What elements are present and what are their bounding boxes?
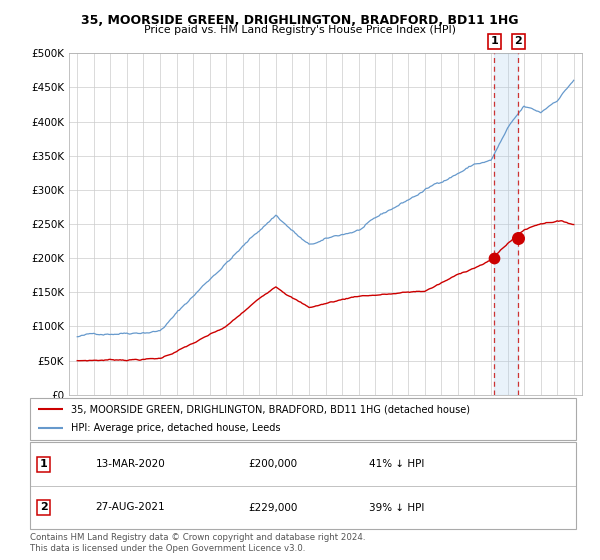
Text: 2: 2 (40, 502, 47, 512)
Text: HPI: Average price, detached house, Leeds: HPI: Average price, detached house, Leed… (71, 423, 280, 433)
Text: 35, MOORSIDE GREEN, DRIGHLINGTON, BRADFORD, BD11 1HG (detached house): 35, MOORSIDE GREEN, DRIGHLINGTON, BRADFO… (71, 404, 470, 414)
Text: 1: 1 (490, 36, 498, 46)
Bar (494, 53, 518, 395)
Text: 39% ↓ HPI: 39% ↓ HPI (368, 502, 424, 512)
Text: 2: 2 (514, 36, 522, 46)
Point (490, 254, 499, 263)
Text: 27-AUG-2021: 27-AUG-2021 (95, 502, 165, 512)
Text: 41% ↓ HPI: 41% ↓ HPI (368, 459, 424, 469)
Text: 35, MOORSIDE GREEN, DRIGHLINGTON, BRADFORD, BD11 1HG: 35, MOORSIDE GREEN, DRIGHLINGTON, BRADFO… (81, 14, 519, 27)
Text: 1: 1 (40, 459, 47, 469)
FancyBboxPatch shape (30, 442, 576, 529)
FancyBboxPatch shape (30, 398, 576, 440)
Text: 13-MAR-2020: 13-MAR-2020 (95, 459, 165, 469)
Point (514, 234, 523, 243)
Text: £200,000: £200,000 (248, 459, 298, 469)
Text: Price paid vs. HM Land Registry's House Price Index (HPI): Price paid vs. HM Land Registry's House … (144, 25, 456, 35)
Text: Contains HM Land Registry data © Crown copyright and database right 2024.
This d: Contains HM Land Registry data © Crown c… (30, 533, 365, 553)
Text: £229,000: £229,000 (248, 502, 298, 512)
